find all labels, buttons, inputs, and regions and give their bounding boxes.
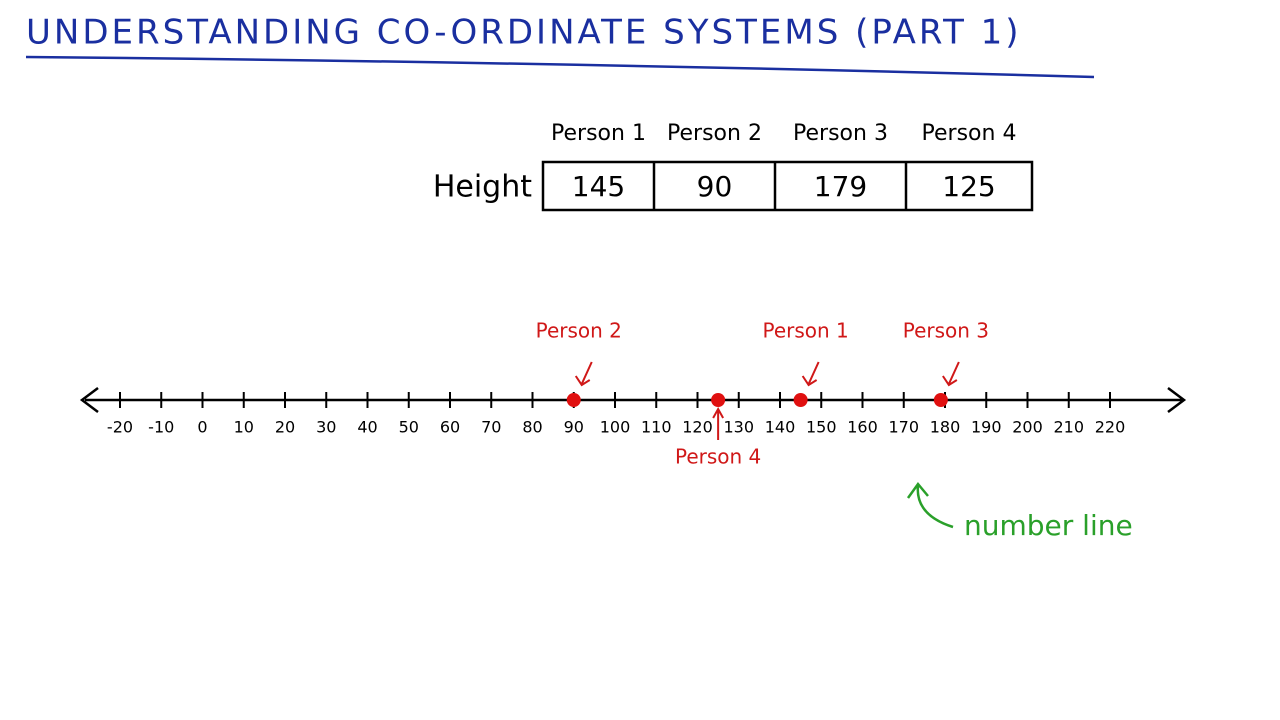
tick-label: 210 <box>1053 418 1084 437</box>
tick-label: 120 <box>682 418 713 437</box>
tick-label: 110 <box>641 418 672 437</box>
tick-label: 200 <box>1012 418 1043 437</box>
point-arrow <box>801 361 820 387</box>
title: UNDERSTANDING CO-ORDINATE SYSTEMS (PART … <box>26 13 1022 53</box>
point-arrow <box>942 361 960 387</box>
tick-label: 140 <box>765 418 796 437</box>
point-arrow <box>574 361 593 387</box>
point-label: Person 3 <box>903 319 989 343</box>
tick-label: -10 <box>148 418 174 437</box>
point-label: Person 2 <box>536 319 622 343</box>
column-header: Person 1 <box>551 121 646 146</box>
tick-label: 60 <box>440 418 460 437</box>
annotation-arrow <box>906 481 954 529</box>
column-header: Person 2 <box>667 121 762 146</box>
tick-label: 190 <box>971 418 1002 437</box>
tick-label: 10 <box>234 418 254 437</box>
tick-label: 170 <box>888 418 919 437</box>
tick-label: 160 <box>847 418 878 437</box>
cell-value: 125 <box>942 170 995 203</box>
cell-value: 90 <box>697 170 733 203</box>
tick-label: 130 <box>723 418 754 437</box>
tick-label: 0 <box>197 418 207 437</box>
tick-label: -20 <box>107 418 133 437</box>
axis-line <box>79 387 1187 413</box>
tick-label: 20 <box>275 418 295 437</box>
point <box>711 393 726 407</box>
row-label: Height <box>433 170 532 205</box>
tick-label: 90 <box>564 418 584 437</box>
column-header: Person 4 <box>922 121 1017 146</box>
point <box>566 393 581 407</box>
annotation: number line <box>964 509 1133 542</box>
tick-label: 50 <box>399 418 419 437</box>
table-border <box>541 160 1034 212</box>
point-arrow <box>712 406 724 440</box>
point <box>793 393 808 407</box>
title-underline <box>25 55 1095 79</box>
tick-label: 220 <box>1095 418 1126 437</box>
tick-label: 100 <box>600 418 631 437</box>
tick-label: 30 <box>316 418 336 437</box>
point-label: Person 4 <box>675 445 761 469</box>
tick-label: 40 <box>357 418 377 437</box>
point-label: Person 1 <box>762 319 848 343</box>
tick-label: 180 <box>930 418 961 437</box>
tick-label: 150 <box>806 418 837 437</box>
tick-label: 70 <box>481 418 501 437</box>
tick-label: 80 <box>522 418 542 437</box>
point <box>933 393 948 407</box>
cell-value: 145 <box>572 170 625 203</box>
column-header: Person 3 <box>793 121 888 146</box>
cell-value: 179 <box>814 170 867 203</box>
